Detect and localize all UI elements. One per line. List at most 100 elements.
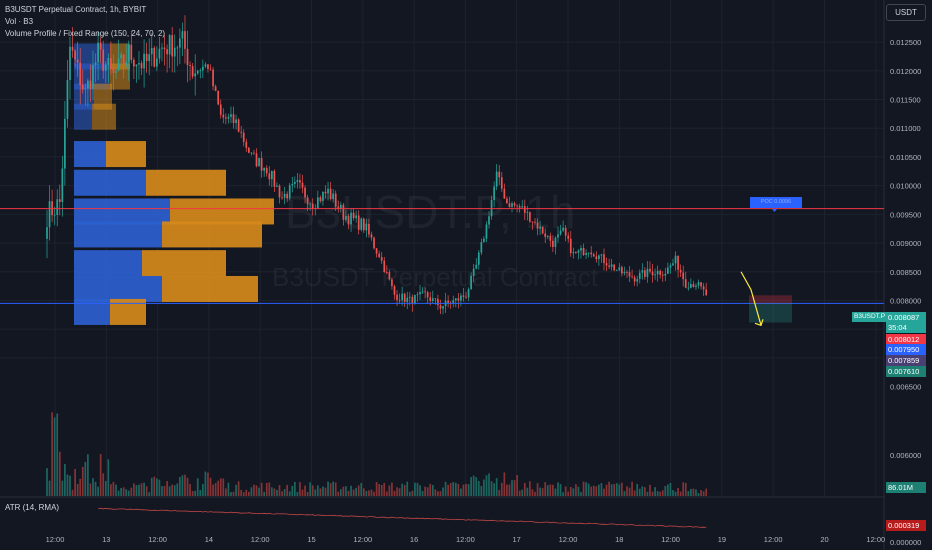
- volume-bar: [293, 481, 296, 496]
- time-tick-label: 12:00: [456, 535, 475, 544]
- volume-bar: [460, 488, 462, 496]
- volume-bar: [375, 482, 378, 496]
- volume-bar: [345, 486, 347, 496]
- candle-body: [253, 152, 255, 154]
- candle-body: [649, 268, 651, 272]
- volume-bar: [125, 489, 128, 496]
- volume-bar: [148, 492, 151, 496]
- candle-body: [191, 66, 194, 77]
- candle-body: [181, 31, 184, 39]
- candle-body: [360, 218, 363, 230]
- candle-body: [388, 272, 391, 280]
- candle-body: [569, 238, 572, 254]
- candle-body: [393, 286, 396, 295]
- volume-bar: [385, 491, 388, 496]
- candle-body: [176, 47, 179, 49]
- volume-bar: [638, 488, 641, 496]
- volume-bar: [416, 482, 419, 496]
- volume-bar: [549, 484, 552, 496]
- candle-body: [148, 54, 151, 62]
- volume-bar: [590, 486, 593, 496]
- volume-bar: [158, 479, 161, 496]
- volume-bar: [613, 484, 616, 496]
- volume-bar: [84, 461, 87, 496]
- volume-bar: [334, 482, 337, 496]
- legend-symbol[interactable]: B3USDT Perpetual Contract, 1h, BYBIT: [5, 5, 147, 14]
- volume-bar: [656, 491, 659, 496]
- volume-bar: [603, 488, 605, 496]
- candle-body: [56, 199, 59, 215]
- profile-sell-bar: [110, 43, 130, 70]
- candle-body: [161, 47, 163, 49]
- profile-buy-bar: [74, 250, 142, 277]
- candle-body: [225, 117, 227, 119]
- candle-body: [575, 252, 577, 253]
- candle-body: [480, 242, 483, 253]
- candle-body: [347, 215, 350, 225]
- candle-body: [145, 53, 148, 62]
- volume-bar: [442, 487, 444, 496]
- candle-body: [125, 61, 128, 65]
- volume-bar: [429, 483, 432, 496]
- profile-buy-bar: [74, 275, 162, 302]
- candle-body: [337, 206, 340, 209]
- volume-bar: [250, 487, 253, 496]
- candle-body: [140, 63, 143, 69]
- volume-bar: [304, 485, 306, 496]
- volume-bar: [145, 486, 148, 496]
- volume-profile: [74, 43, 274, 325]
- candle-body: [153, 47, 156, 67]
- candle-body: [168, 35, 171, 55]
- candle-body: [342, 204, 345, 220]
- candle-body: [184, 31, 186, 49]
- volume-bar: [311, 485, 314, 496]
- candle-body: [511, 203, 513, 207]
- volume-bar: [306, 491, 309, 496]
- time-tick-label: 12:00: [866, 535, 885, 544]
- volume-bar: [654, 487, 656, 496]
- candle-body: [562, 227, 564, 231]
- legend-volume[interactable]: Vol · B3: [5, 17, 34, 26]
- candle-body: [304, 187, 306, 198]
- volume-bar: [582, 481, 585, 496]
- candle-body: [610, 264, 613, 267]
- candle-body: [89, 80, 92, 90]
- volume-bar: [161, 486, 163, 496]
- candle-body: [636, 279, 639, 282]
- volume-bar: [554, 488, 557, 496]
- candle-body: [702, 286, 705, 290]
- legend-atr[interactable]: ATR (14, RMA): [5, 503, 60, 512]
- candle-body: [204, 64, 207, 67]
- volume-bar: [92, 478, 94, 496]
- candle-body: [235, 119, 237, 123]
- volume-bar: [557, 482, 559, 496]
- price-tick-label: 0.006500: [890, 383, 921, 392]
- profile-sell-bar: [92, 103, 116, 130]
- atr-tag: 0.000319: [886, 520, 926, 531]
- volume-bar: [536, 483, 539, 496]
- candle-body: [498, 171, 501, 178]
- candle-body: [166, 49, 168, 55]
- price-tick-label: 0.011000: [890, 124, 921, 133]
- volume-bar: [651, 491, 654, 496]
- volume-bar: [153, 476, 156, 496]
- candle-body: [97, 42, 99, 63]
- candle-body: [421, 291, 424, 293]
- volume-bar: [633, 490, 636, 496]
- candle-body: [592, 254, 595, 257]
- candle-body: [309, 203, 312, 205]
- volume-bar: [332, 481, 335, 496]
- candle-body: [122, 54, 125, 65]
- volume-bar: [347, 490, 350, 496]
- currency-button[interactable]: USDT: [886, 4, 926, 21]
- candle-body: [222, 114, 225, 118]
- volume-bar: [350, 485, 352, 496]
- volume-bar: [133, 483, 135, 496]
- legend-volume-profile[interactable]: Volume Profile / Fixed Range (150, 24, 7…: [5, 29, 166, 38]
- candle-body: [516, 205, 518, 207]
- volume-bar: [360, 482, 363, 496]
- candle-body: [462, 295, 465, 297]
- volume-bar: [237, 481, 240, 496]
- symbol-price-tag: B3USDT.P: [852, 312, 888, 322]
